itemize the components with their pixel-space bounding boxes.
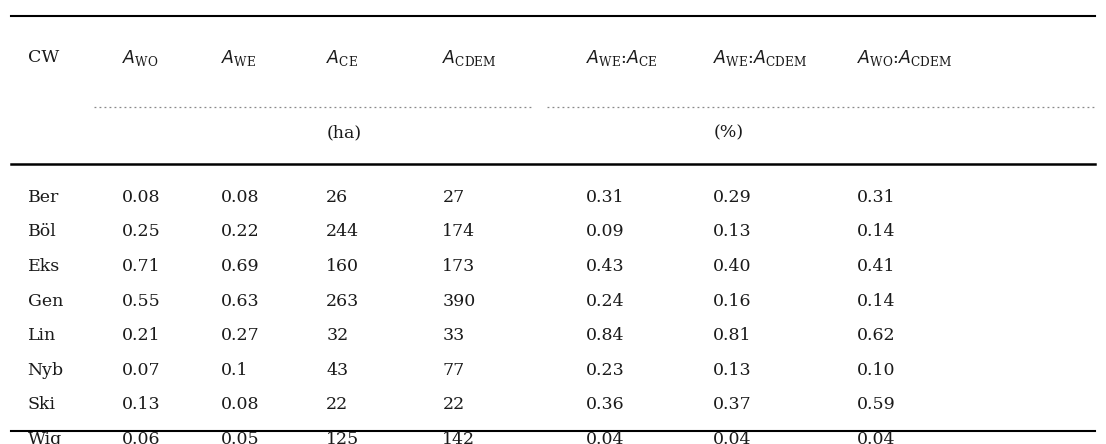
Text: $A_{\mathregular{CDEM}}$: $A_{\mathregular{CDEM}}$ <box>442 48 497 68</box>
Text: 142: 142 <box>442 431 476 444</box>
Text: 0.25: 0.25 <box>122 223 160 240</box>
Text: 0.41: 0.41 <box>857 258 896 275</box>
Text: 0.31: 0.31 <box>857 189 896 206</box>
Text: $A_{\mathregular{WO}}$: $A_{\mathregular{WO}}$ <box>122 48 158 68</box>
Text: 0.13: 0.13 <box>713 223 752 240</box>
Text: 0.40: 0.40 <box>713 258 752 275</box>
Text: 0.84: 0.84 <box>586 327 625 344</box>
Text: 0.81: 0.81 <box>713 327 752 344</box>
Text: 0.36: 0.36 <box>586 396 625 413</box>
Text: 0.08: 0.08 <box>221 189 260 206</box>
Text: 33: 33 <box>442 327 465 344</box>
Text: 173: 173 <box>442 258 476 275</box>
Text: 32: 32 <box>326 327 348 344</box>
Text: Wig: Wig <box>28 431 62 444</box>
Text: $A_{\mathregular{CE}}$: $A_{\mathregular{CE}}$ <box>326 48 358 68</box>
Text: 263: 263 <box>326 293 359 309</box>
Text: 0.22: 0.22 <box>221 223 260 240</box>
Text: 0.62: 0.62 <box>857 327 896 344</box>
Text: Eks: Eks <box>28 258 60 275</box>
Text: 160: 160 <box>326 258 359 275</box>
Text: 26: 26 <box>326 189 348 206</box>
Text: 0.06: 0.06 <box>122 431 160 444</box>
Text: 0.08: 0.08 <box>221 396 260 413</box>
Text: $A_{\mathregular{WE}}$:$A_{\mathregular{CDEM}}$: $A_{\mathregular{WE}}$:$A_{\mathregular{… <box>713 48 807 68</box>
Text: CW: CW <box>28 49 59 66</box>
Text: 0.21: 0.21 <box>122 327 160 344</box>
Text: 0.31: 0.31 <box>586 189 625 206</box>
Text: 125: 125 <box>326 431 359 444</box>
Text: 0.04: 0.04 <box>713 431 752 444</box>
Text: 0.37: 0.37 <box>713 396 752 413</box>
Text: 0.1: 0.1 <box>221 362 249 379</box>
Text: 0.13: 0.13 <box>713 362 752 379</box>
Text: $A_{\mathregular{WE}}$: $A_{\mathregular{WE}}$ <box>221 48 257 68</box>
Text: 0.13: 0.13 <box>122 396 160 413</box>
Text: 0.63: 0.63 <box>221 293 260 309</box>
Text: 0.23: 0.23 <box>586 362 625 379</box>
Text: 0.69: 0.69 <box>221 258 260 275</box>
Text: 0.55: 0.55 <box>122 293 160 309</box>
Text: 77: 77 <box>442 362 465 379</box>
Text: (ha): (ha) <box>326 125 362 142</box>
Text: 43: 43 <box>326 362 348 379</box>
Text: 0.14: 0.14 <box>857 223 896 240</box>
Text: 0.08: 0.08 <box>122 189 160 206</box>
Text: 27: 27 <box>442 189 465 206</box>
Text: 0.27: 0.27 <box>221 327 260 344</box>
Text: 0.14: 0.14 <box>857 293 896 309</box>
Text: Nyb: Nyb <box>28 362 64 379</box>
Text: 0.16: 0.16 <box>713 293 752 309</box>
Text: 244: 244 <box>326 223 359 240</box>
Text: 0.71: 0.71 <box>122 258 160 275</box>
Text: 0.04: 0.04 <box>586 431 625 444</box>
Text: 0.04: 0.04 <box>857 431 896 444</box>
Text: (%): (%) <box>713 125 743 142</box>
Text: 22: 22 <box>442 396 465 413</box>
Text: 0.09: 0.09 <box>586 223 625 240</box>
Text: 174: 174 <box>442 223 476 240</box>
Text: Gen: Gen <box>28 293 63 309</box>
Text: $A_{\mathregular{WO}}$:$A_{\mathregular{CDEM}}$: $A_{\mathregular{WO}}$:$A_{\mathregular{… <box>857 48 952 68</box>
Text: 0.05: 0.05 <box>221 431 260 444</box>
Text: Böl: Böl <box>28 223 56 240</box>
Text: Ski: Ski <box>28 396 55 413</box>
Text: 390: 390 <box>442 293 476 309</box>
Text: 0.24: 0.24 <box>586 293 625 309</box>
Text: 22: 22 <box>326 396 348 413</box>
Text: Ber: Ber <box>28 189 59 206</box>
Text: 0.59: 0.59 <box>857 396 896 413</box>
Text: 0.07: 0.07 <box>122 362 160 379</box>
Text: 0.10: 0.10 <box>857 362 896 379</box>
Text: 0.43: 0.43 <box>586 258 625 275</box>
Text: $A_{\mathregular{WE}}$:$A_{\mathregular{CE}}$: $A_{\mathregular{WE}}$:$A_{\mathregular{… <box>586 48 658 68</box>
Text: Lin: Lin <box>28 327 56 344</box>
Text: 0.29: 0.29 <box>713 189 752 206</box>
